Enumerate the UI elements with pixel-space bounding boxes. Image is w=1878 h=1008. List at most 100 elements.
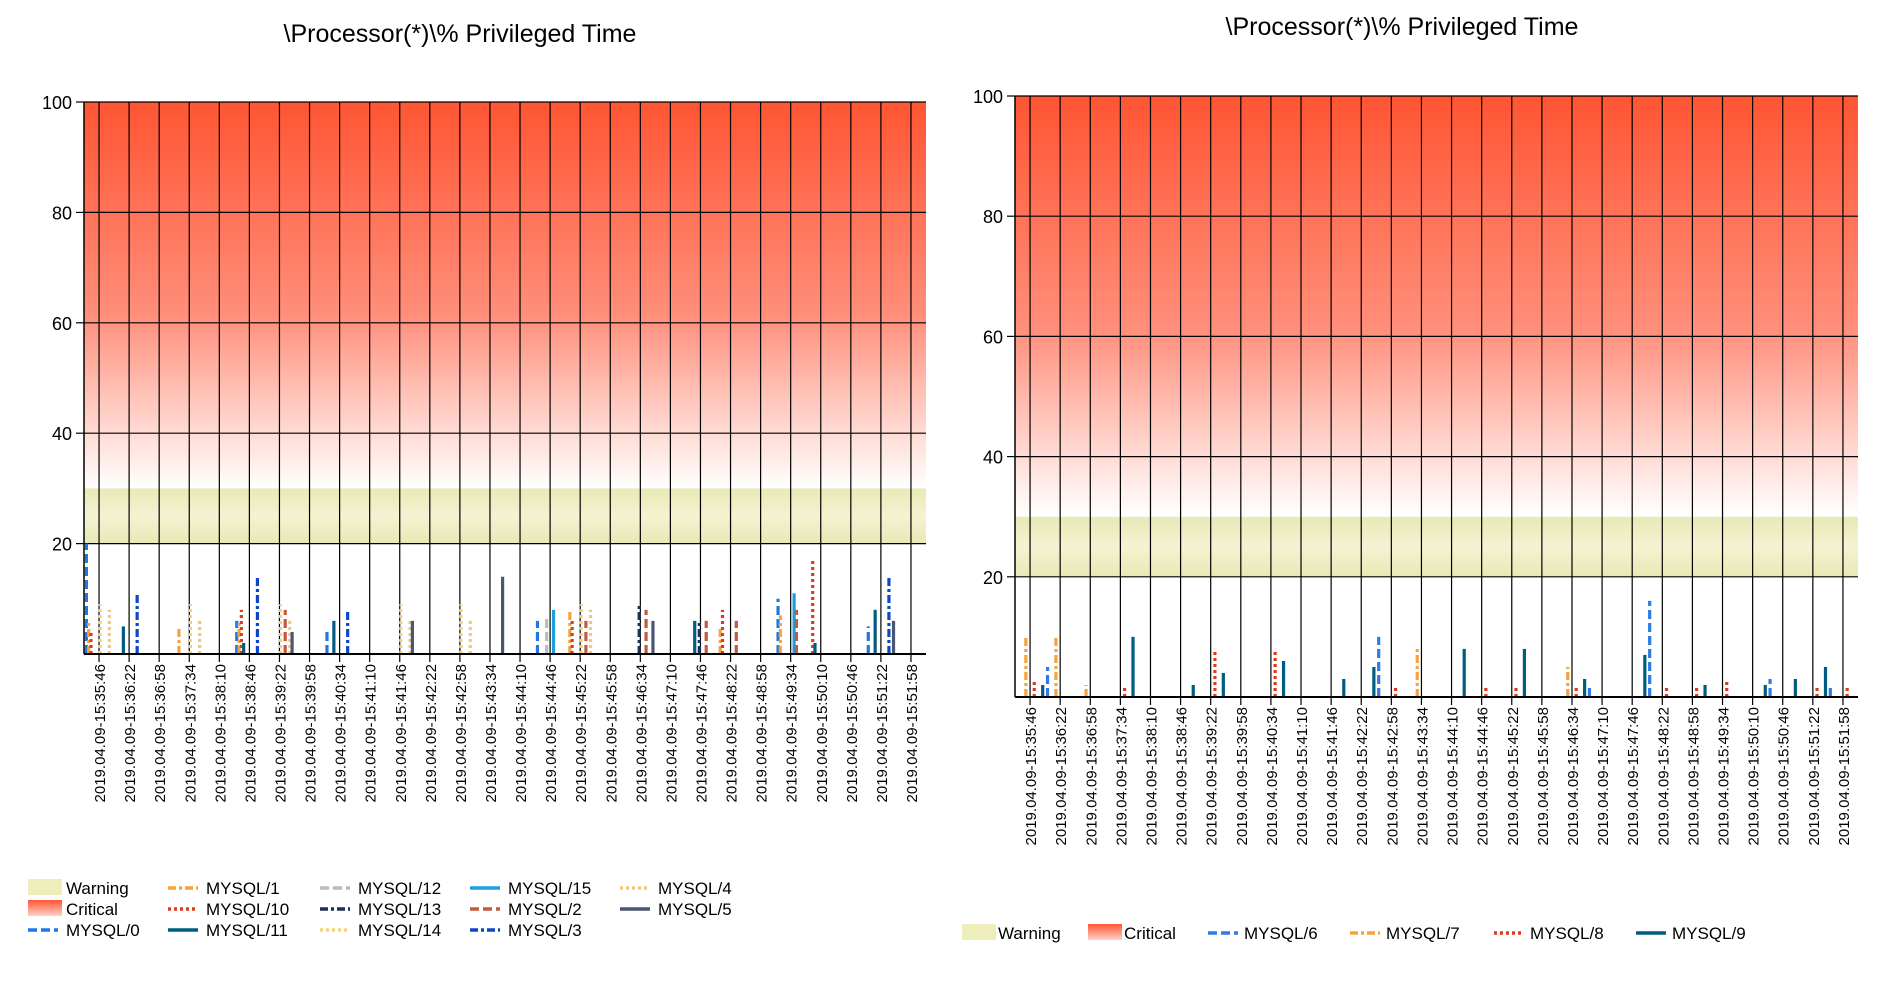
- y-tick-label: 80: [983, 207, 1003, 227]
- x-tick-label: 2019.04.09-15:36:22: [1053, 707, 1070, 845]
- x-tick-label: 2019.04.09-15:48:22: [1655, 707, 1672, 845]
- band-critical: [84, 102, 926, 489]
- x-tick-label: 2019.04.09-15:45:22: [1505, 707, 1522, 845]
- legend-label: MYSQL/5: [658, 900, 732, 919]
- x-tick-label: 2019.04.09-15:41:10: [1294, 707, 1311, 845]
- y-tick-label: 100: [973, 87, 1003, 107]
- x-tick-label: 2019.04.09-15:50:10: [1746, 707, 1763, 845]
- x-tick-label: 2019.04.09-15:50:46: [1776, 707, 1793, 845]
- x-tick-label: 2019.04.09-15:45:58: [1535, 707, 1552, 845]
- x-tick-label: 2019.04.09-15:38:46: [1174, 707, 1191, 845]
- x-tick-label: 2019.04.09-15:44:10: [513, 664, 530, 802]
- x-tick-label: 2019.04.09-15:51:58: [904, 664, 921, 802]
- x-tick-label: 2019.04.09-15:45:22: [573, 664, 590, 802]
- legend-label: Warning: [998, 924, 1061, 943]
- x-tick-label: 2019.04.09-15:43:34: [1414, 707, 1431, 845]
- legend-label: Critical: [66, 900, 118, 919]
- x-tick-label: 2019.04.09-15:44:10: [1445, 707, 1462, 845]
- legend-label: MYSQL/4: [658, 879, 732, 898]
- legend-label: MYSQL/15: [508, 879, 591, 898]
- legend-label: Critical: [1124, 924, 1176, 943]
- x-tick-label: 2019.04.09-15:46:34: [633, 664, 650, 802]
- x-tick-label: 2019.04.09-15:45:58: [603, 664, 620, 802]
- legend-label: MYSQL/13: [358, 900, 441, 919]
- legend-label: MYSQL/12: [358, 879, 441, 898]
- x-tick-label: 2019.04.09-15:39:58: [303, 664, 320, 802]
- legend-swatch-warning: [962, 924, 996, 940]
- legend-label: MYSQL/11: [206, 921, 288, 940]
- x-tick-label: 2019.04.09-15:50:10: [814, 664, 831, 802]
- legend-label: Warning: [66, 879, 129, 898]
- x-tick-label: 2019.04.09-15:39:22: [272, 664, 289, 802]
- legend: Warning Critical MYSQL/0 MYSQL/1 MYSQL/10 MYS…: [28, 879, 732, 940]
- x-tick-label: 2019.04.09-15:41:46: [393, 664, 410, 802]
- legend-label: MYSQL/6: [1244, 924, 1318, 943]
- legend-label: MYSQL/3: [508, 921, 582, 940]
- x-tick-label: 2019.04.09-15:51:22: [874, 664, 891, 802]
- x-tick-label: 2019.04.09-15:36:58: [152, 664, 169, 802]
- x-tick-label: 2019.04.09-15:47:10: [1595, 707, 1612, 845]
- x-tick-label: 2019.04.09-15:40:34: [333, 664, 350, 802]
- x-tick-label: 2019.04.09-15:51:58: [1836, 707, 1853, 845]
- legend-label: MYSQL/8: [1530, 924, 1604, 943]
- x-tick-label: 2019.04.09-15:48:22: [724, 664, 741, 802]
- x-tick-label: 2019.04.09-15:42:22: [1354, 707, 1371, 845]
- x-tick-label: 2019.04.09-15:39:58: [1234, 707, 1251, 845]
- legend-swatch-critical: [1088, 924, 1122, 940]
- x-tick-label: 2019.04.09-15:40:34: [1264, 707, 1281, 845]
- chart-title: \Processor(*)\% Privileged Time: [284, 20, 637, 48]
- x-tick-label: 2019.04.09-15:47:10: [663, 664, 680, 802]
- chart-title: \Processor(*)\% Privileged Time: [1226, 13, 1579, 41]
- x-tick-label: 2019.04.09-15:37:34: [182, 664, 199, 802]
- x-tick-label: 2019.04.09-15:36:22: [122, 664, 139, 802]
- x-tick-label: 2019.04.09-15:50:46: [844, 664, 861, 802]
- x-tick-label: 2019.04.09-15:43:34: [483, 664, 500, 802]
- x-tick-label: 2019.04.09-15:41:46: [1324, 707, 1341, 845]
- y-tick-label: 40: [52, 424, 72, 444]
- y-tick-label: 80: [52, 203, 72, 223]
- chart-2: \Processor(*)\% Privileged Time 20 40 60 80 1…: [962, 13, 1858, 943]
- y-tick-label: 60: [52, 314, 72, 334]
- legend-swatch-warning: [28, 879, 62, 895]
- x-tick-label: 2019.04.09-15:36:58: [1083, 707, 1100, 845]
- x-tick-label: 2019.04.09-15:42:58: [453, 664, 470, 802]
- y-tick-label: 60: [983, 327, 1003, 347]
- x-tick-label: 2019.04.09-15:47:46: [693, 664, 710, 802]
- legend-label: MYSQL/2: [508, 900, 582, 919]
- band-warning: [1015, 516, 1858, 577]
- y-tick-label: 20: [983, 568, 1003, 588]
- x-tick-label: 2019.04.09-15:44:46: [543, 664, 560, 802]
- x-tick-label: 2019.04.09-15:47:46: [1625, 707, 1642, 845]
- legend-label: MYSQL/0: [66, 921, 140, 940]
- x-tick-label: 2019.04.09-15:38:10: [1143, 707, 1160, 845]
- x-tick-label: 2019.04.09-15:38:10: [212, 664, 229, 802]
- x-tick-label: 2019.04.09-15:37:34: [1113, 707, 1130, 845]
- x-tick-label: 2019.04.09-15:49:34: [784, 664, 801, 802]
- y-tick-label: 20: [52, 535, 72, 555]
- x-tick-label: 2019.04.09-15:51:22: [1806, 707, 1823, 845]
- x-tick-label: 2019.04.09-15:35:46: [1023, 707, 1040, 845]
- legend-swatch-critical: [28, 900, 62, 916]
- x-tick-label: 2019.04.09-15:42:58: [1384, 707, 1401, 845]
- legend-label: MYSQL/10: [206, 900, 289, 919]
- x-tick-label: 2019.04.09-15:42:22: [423, 664, 440, 802]
- band-critical: [1015, 96, 1858, 517]
- x-tick-label: 2019.04.09-15:38:46: [242, 664, 259, 802]
- x-tick-label: 2019.04.09-15:46:34: [1565, 707, 1582, 845]
- y-tick-label: 40: [983, 448, 1003, 468]
- y-tick-label: 100: [42, 93, 72, 113]
- chart-1: \Processor(*)\% Privileged Time 20 40 60 80 1…: [28, 20, 926, 940]
- legend: Warning Critical MYSQL/6 MYSQL/7 MYSQL/8 MYSQ…: [962, 924, 1746, 943]
- legend-label: MYSQL/14: [358, 921, 441, 940]
- x-tick-label: 2019.04.09-15:39:22: [1204, 707, 1221, 845]
- x-tick-label: 2019.04.09-15:48:58: [1685, 707, 1702, 845]
- x-tick-label: 2019.04.09-15:35:46: [92, 664, 109, 802]
- x-tick-label: 2019.04.09-15:48:58: [754, 664, 771, 802]
- band-warning: [84, 488, 926, 544]
- x-tick-label: 2019.04.09-15:49:34: [1716, 707, 1733, 845]
- legend-label: MYSQL/9: [1672, 924, 1746, 943]
- legend-label: MYSQL/1: [206, 879, 280, 898]
- x-tick-label: 2019.04.09-15:41:10: [363, 664, 380, 802]
- x-tick-label: 2019.04.09-15:44:46: [1475, 707, 1492, 845]
